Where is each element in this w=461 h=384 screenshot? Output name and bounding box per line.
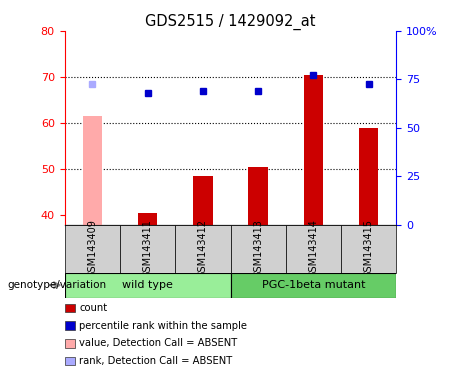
Text: count: count <box>79 303 107 313</box>
Bar <box>230 273 396 298</box>
Bar <box>304 74 323 225</box>
Text: percentile rank within the sample: percentile rank within the sample <box>79 321 247 331</box>
Text: wild type: wild type <box>122 280 173 290</box>
Text: rank, Detection Call = ABSENT: rank, Detection Call = ABSENT <box>79 356 232 366</box>
Bar <box>230 225 286 273</box>
Text: GSM143413: GSM143413 <box>253 219 263 278</box>
Bar <box>83 116 102 225</box>
Bar <box>65 225 120 273</box>
Text: PGC-1beta mutant: PGC-1beta mutant <box>262 280 365 290</box>
Text: value, Detection Call = ABSENT: value, Detection Call = ABSENT <box>79 338 237 348</box>
Text: GSM143411: GSM143411 <box>142 219 153 278</box>
Text: GDS2515 / 1429092_at: GDS2515 / 1429092_at <box>145 13 316 30</box>
Bar <box>120 225 175 273</box>
Bar <box>65 273 230 298</box>
Text: genotype/variation: genotype/variation <box>7 280 106 290</box>
Text: GSM143412: GSM143412 <box>198 219 208 278</box>
Bar <box>286 225 341 273</box>
Bar <box>248 167 268 225</box>
Bar <box>359 128 378 225</box>
Bar <box>175 225 230 273</box>
Bar <box>341 225 396 273</box>
Bar <box>193 176 213 225</box>
Bar <box>138 213 157 225</box>
Text: GSM143409: GSM143409 <box>87 219 97 278</box>
Text: GSM143414: GSM143414 <box>308 219 319 278</box>
Text: GSM143415: GSM143415 <box>364 219 374 278</box>
